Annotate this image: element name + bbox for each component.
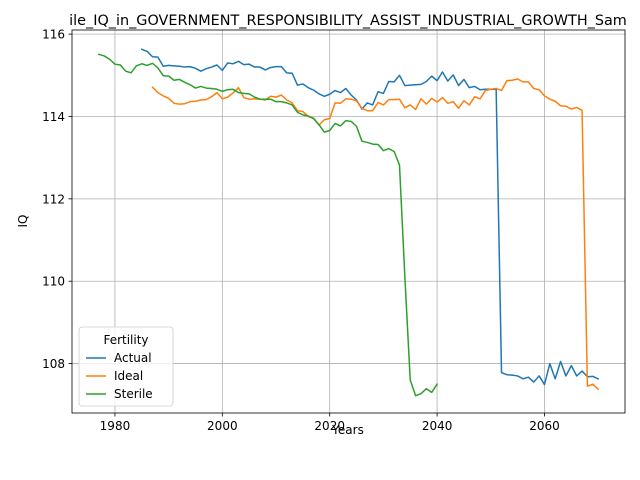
plot-frame <box>71 29 626 414</box>
y-tick-label: 114 <box>42 110 65 124</box>
series-layer <box>97 48 600 397</box>
legend: Fertility Actual Ideal Sterile <box>78 326 174 407</box>
series-line-sterile <box>97 53 439 397</box>
y-tick-label: 116 <box>42 28 65 42</box>
legend-label-actual: Actual <box>114 351 152 365</box>
y-tick-label: 112 <box>42 192 65 206</box>
legend-title: Fertility <box>103 333 148 347</box>
x-tick-label: 2040 <box>422 419 453 433</box>
y-axis-label: IQ <box>16 215 30 228</box>
axis-ticks: 1980 2000 2020 2040 2060 108 110 112 114 116 <box>42 28 560 433</box>
series-line-ideal <box>151 78 600 391</box>
chart-title: ile_IQ_in_GOVERNMENT_RESPONSIBILITY_ASSI… <box>69 13 627 29</box>
series-line-actual <box>140 48 600 386</box>
legend-label-sterile: Sterile <box>114 387 153 401</box>
y-tick-label: 108 <box>42 357 65 371</box>
x-tick-label: 2000 <box>207 419 238 433</box>
x-tick-label: 2060 <box>529 419 560 433</box>
x-axis-label: Years <box>331 423 364 437</box>
legend-label-ideal: Ideal <box>114 369 143 383</box>
x-tick-label: 1980 <box>100 419 131 433</box>
y-tick-label: 110 <box>42 275 65 289</box>
x-tick-label: 2020 <box>314 419 345 433</box>
legend-box <box>78 326 174 407</box>
